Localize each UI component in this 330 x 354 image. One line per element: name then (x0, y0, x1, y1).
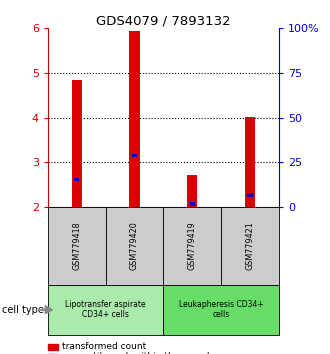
Bar (74, 178, 79, 181)
Bar (190, 202, 195, 206)
Title: GDS4079 / 7893132: GDS4079 / 7893132 (96, 14, 231, 27)
Bar (248, 193, 252, 196)
Text: cell type: cell type (2, 305, 44, 315)
Bar (187, 175, 197, 207)
Text: Lipotransfer aspirate
CD34+ cells: Lipotransfer aspirate CD34+ cells (65, 300, 146, 319)
Text: Leukapheresis CD34+
cells: Leukapheresis CD34+ cells (179, 300, 263, 319)
Text: GSM779418: GSM779418 (72, 222, 81, 270)
Bar (72, 80, 82, 207)
Text: percentile rank within the sample: percentile rank within the sample (62, 352, 215, 354)
Bar (245, 117, 255, 207)
Text: GSM779420: GSM779420 (130, 222, 139, 270)
Text: GSM779421: GSM779421 (246, 222, 254, 270)
Bar (129, 30, 140, 207)
Bar (132, 154, 137, 157)
Text: transformed count: transformed count (62, 342, 146, 352)
Text: GSM779419: GSM779419 (188, 222, 197, 270)
